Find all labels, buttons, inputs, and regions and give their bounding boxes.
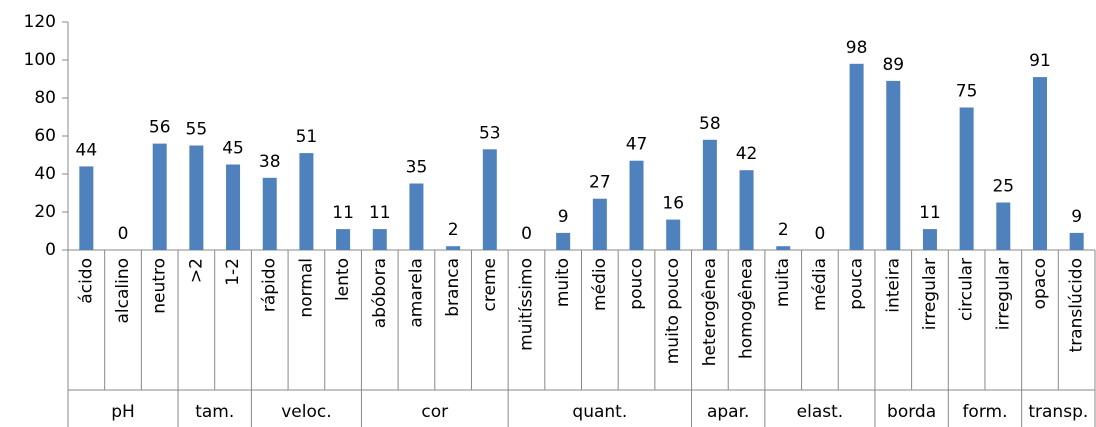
bar [849, 63, 864, 250]
x-tick-label: heterogênea [700, 258, 720, 366]
group-label: transp. [1028, 402, 1088, 422]
x-tick-label: irregular [920, 258, 940, 330]
data-label: 51 [296, 127, 318, 147]
x-tick-label: irregular [993, 258, 1013, 330]
x-tick-label: pouco [627, 258, 647, 310]
y-tick-label: 60 [34, 126, 56, 146]
bar [1032, 77, 1047, 250]
y-tick-label: 20 [34, 202, 56, 222]
bar [959, 107, 974, 250]
bar [629, 160, 644, 250]
y-tick-label: 40 [34, 164, 56, 184]
x-tick-label: muito [553, 258, 573, 307]
data-label: 9 [558, 207, 569, 227]
x-tick-label: muitíssimo [516, 258, 536, 351]
data-label: 0 [521, 224, 532, 244]
x-tick-label: médio [590, 258, 610, 311]
data-label: 16 [662, 194, 684, 214]
group-label: elast. [797, 402, 844, 422]
x-tick-label: rápido [260, 258, 280, 312]
bar [446, 246, 461, 250]
data-label: 56 [149, 118, 171, 138]
data-label: 42 [736, 144, 758, 164]
data-label: 55 [186, 120, 208, 140]
x-tick-label: muito pouco [663, 258, 683, 364]
group-label: cor [421, 402, 448, 422]
group-label: pH [111, 402, 135, 422]
y-tick-label: 100 [24, 50, 56, 70]
y-tick-label: 80 [34, 88, 56, 108]
data-label: 58 [699, 114, 721, 134]
x-tick-label: normal [296, 258, 316, 318]
x-tick-label: lento [333, 258, 353, 301]
data-label: 2 [778, 220, 789, 240]
data-label: 0 [814, 224, 825, 244]
data-label: 11 [369, 203, 391, 223]
data-label: 11 [919, 203, 941, 223]
group-label: borda [887, 402, 936, 422]
bar [739, 170, 754, 250]
data-label: 11 [332, 203, 354, 223]
data-label: 98 [846, 38, 868, 58]
data-label: 44 [76, 140, 98, 160]
x-tick-label: muita [773, 258, 793, 307]
y-tick-label: 0 [45, 240, 56, 260]
bar [776, 246, 791, 250]
data-label: 45 [222, 139, 244, 159]
data-label: 25 [992, 177, 1014, 197]
bar [1069, 232, 1084, 250]
x-tick-label: branca [443, 258, 463, 317]
x-tick-label: média [810, 258, 830, 311]
bar [886, 80, 901, 251]
x-tick-label: inteira [883, 258, 903, 313]
group-label: tam. [195, 402, 234, 422]
x-tick-label: creme [480, 258, 500, 311]
x-tick-label: neutro [150, 258, 170, 314]
data-label: 75 [956, 82, 978, 102]
group-label: form. [962, 402, 1007, 422]
bar [409, 183, 424, 250]
bar [556, 232, 571, 250]
x-tick-label: homogênea [737, 258, 757, 359]
x-tick-label: >2 [186, 258, 206, 283]
x-tick-label: ácido [76, 258, 96, 304]
bar [592, 198, 607, 250]
data-label: 2 [448, 220, 459, 240]
bar [996, 202, 1011, 250]
data-label: 47 [626, 135, 648, 155]
x-tick-label: amarela [406, 258, 426, 328]
x-tick-label: abóbora [370, 258, 390, 328]
y-tick-label: 120 [24, 12, 56, 32]
bar [189, 145, 204, 250]
data-label: 53 [479, 123, 501, 143]
bar [336, 229, 351, 250]
bar [226, 164, 241, 250]
bar [922, 229, 937, 250]
bar [482, 149, 497, 250]
bar [666, 219, 681, 250]
data-label: 9 [1071, 207, 1082, 227]
x-tick-label: translúcido [1067, 258, 1087, 352]
bar [152, 143, 167, 250]
bar [79, 166, 94, 250]
bar [262, 177, 277, 250]
group-label: quant. [572, 402, 627, 422]
x-tick-label: alcalino [113, 258, 133, 324]
data-label: 38 [259, 152, 281, 172]
data-label: 89 [882, 55, 904, 75]
x-tick-label: pouca [847, 258, 867, 310]
bar [372, 229, 387, 250]
data-label: 91 [1029, 51, 1051, 71]
bar [702, 139, 717, 250]
bar [299, 153, 314, 250]
group-label: apar. [707, 402, 749, 422]
x-tick-label: circular [957, 258, 977, 321]
x-tick-label: 1-2 [223, 258, 243, 286]
group-label: veloc. [281, 402, 331, 422]
data-label: 0 [118, 224, 129, 244]
x-tick-label: opaco [1030, 258, 1050, 309]
data-label: 35 [406, 158, 428, 178]
data-label: 27 [589, 173, 611, 193]
